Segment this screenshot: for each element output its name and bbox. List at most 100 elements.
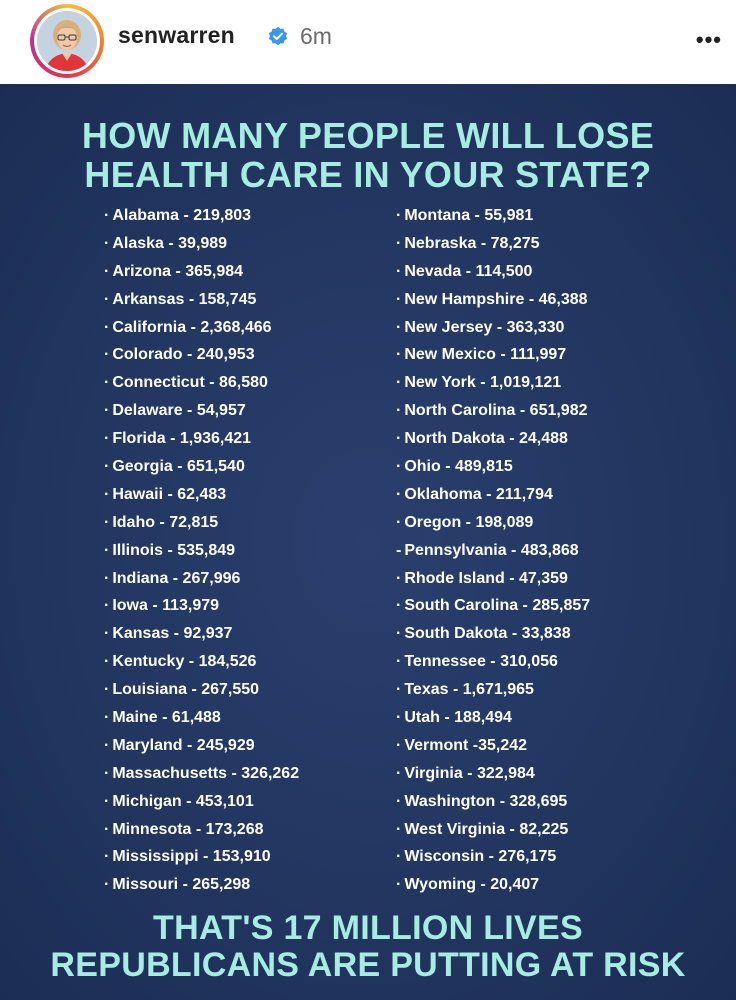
state-entry: · Washington - 328,695 [396, 788, 590, 816]
state-entry-text: Florida - 1,936,421 [112, 430, 252, 448]
state-entry: · Oregon - 198,089 [396, 509, 590, 537]
state-entry-text: Idaho - 72,815 [112, 513, 219, 531]
state-entry: · Virginia - 322,984 [396, 760, 590, 788]
bullet: · [396, 346, 402, 364]
bullet: · [396, 876, 402, 894]
verified-badge-icon [268, 26, 288, 46]
state-entry: · Georgia - 651,540 [104, 453, 299, 481]
bullet: - [396, 541, 402, 559]
state-entry-text: Iowa - 113,979 [112, 597, 220, 615]
state-entry: · Alabama - 219,803 [104, 202, 299, 230]
bullet: · [104, 262, 110, 280]
state-entry-text: Delaware - 54,957 [112, 402, 246, 420]
bullet: · [104, 318, 110, 336]
state-entry: · West Virginia - 82,225 [396, 816, 590, 844]
state-entry-text: New Mexico - 111,997 [404, 346, 567, 364]
bullet: · [104, 820, 110, 838]
state-entry-text: Nevada - 114,500 [404, 262, 533, 280]
state-entry: · Indiana - 267,996 [104, 565, 299, 593]
state-entry-text: Connecticut - 86,580 [112, 374, 268, 392]
bullet: · [396, 625, 402, 643]
state-entry: · Missouri - 265,298 [104, 871, 299, 899]
username[interactable]: senwarren [118, 22, 235, 48]
story-ring[interactable] [30, 4, 104, 78]
state-entry-text: Maryland - 245,929 [112, 736, 255, 754]
state-entry: · Maryland - 245,929 [104, 732, 299, 760]
state-entry: · Kentucky - 184,526 [104, 648, 299, 676]
state-entry: · Florida - 1,936,421 [104, 425, 299, 453]
bullet: · [104, 792, 110, 810]
state-entry: · New Mexico - 111,997 [396, 341, 590, 369]
state-entry: · Mississippi - 153,910 [104, 843, 299, 871]
bullet: · [396, 234, 402, 252]
state-entry: · Texas - 1,671,965 [396, 676, 590, 704]
footer-line-1: THAT'S 17 MILLION LIVES [153, 909, 583, 947]
state-entry: · Nevada - 114,500 [396, 258, 590, 286]
bullet: · [104, 458, 110, 476]
state-entry-text: Kentucky - 184,526 [112, 653, 257, 671]
state-entry-text: Oregon - 198,089 [404, 513, 534, 531]
state-entry-text: Ohio - 489,815 [404, 458, 513, 476]
bullet: · [396, 207, 402, 224]
state-entry-text: Georgia - 651,540 [112, 458, 245, 476]
state-entry-text: New Hampshire - 46,388 [404, 290, 588, 308]
state-entry-text: Virginia - 322,984 [404, 764, 535, 782]
state-entry-text: Kansas - 92,937 [112, 625, 233, 643]
state-entry: · North Carolina - 651,982 [396, 397, 590, 425]
post-header: senwarren 6m ••• [0, 0, 736, 84]
state-entry: · Massachusetts - 326,262 [104, 760, 299, 788]
bullet: · [396, 681, 402, 699]
bullet: · [104, 569, 110, 587]
avatar[interactable] [37, 11, 97, 71]
bullet: · [104, 290, 110, 308]
bullet: · [104, 709, 110, 727]
bullet: · [104, 207, 110, 224]
bullet: · [104, 430, 110, 448]
state-entry-text: Oklahoma - 211,794 [404, 485, 553, 503]
state-entry-text: New York - 1,019,121 [404, 374, 562, 392]
state-entry: · South Carolina - 285,857 [396, 592, 590, 620]
state-entry: · Hawaii - 62,483 [104, 481, 299, 509]
headline-line-2: HEALTH CARE IN YOUR STATE? [84, 154, 652, 195]
post-time: 6m [300, 23, 332, 49]
state-entry: · Kansas - 92,937 [104, 620, 299, 648]
state-entry-text: Alaska - 39,989 [112, 234, 228, 252]
bullet: · [396, 569, 402, 587]
headline-line-1: HOW MANY PEOPLE WILL LOSE [81, 115, 655, 156]
bullet: · [396, 458, 402, 476]
state-entry-text: North Carolina - 651,982 [404, 402, 588, 420]
state-entry: · Tennessee - 310,056 [396, 648, 590, 676]
state-entry: · Ohio - 489,815 [396, 453, 590, 481]
state-entry: · Wyoming - 20,407 [396, 871, 590, 899]
bullet: · [104, 876, 110, 894]
state-entry: · Alaska - 39,989 [104, 230, 299, 258]
state-entry-text: North Dakota - 24,488 [404, 430, 568, 448]
state-entry: · Arizona - 365,984 [104, 258, 299, 286]
bullet: · [396, 485, 402, 503]
state-entry-text: Washington - 328,695 [404, 792, 568, 810]
bullet: · [396, 848, 402, 866]
state-entry-text: Alabama - 219,803 [112, 207, 252, 224]
bullet: · [396, 597, 402, 615]
bullet: · [396, 653, 402, 671]
state-list-right: · Montana - 55,981 · Nebraska - 78,275 · Neva… [396, 202, 590, 899]
bullet: · [104, 513, 110, 531]
state-entry: · Rhode Island - 47,359 [396, 565, 590, 593]
state-entry-text: Colorado - 240,953 [112, 346, 255, 364]
state-entry: · Idaho - 72,815 [104, 509, 299, 537]
state-entry-text: Pennsylvania - 483,868 [404, 541, 579, 559]
state-entry: · Vermont -35,242 [396, 732, 590, 760]
footer-text: THAT'S 17 MILLION LIVES REPUBLICANS ARE … [0, 910, 736, 984]
state-entry: · New York - 1,019,121 [396, 369, 590, 397]
more-options-icon[interactable]: ••• [695, 27, 722, 52]
state-entry-text: Illinois - 535,849 [112, 541, 236, 559]
state-entry-text: West Virginia - 82,225 [404, 820, 569, 838]
state-entry: - Pennsylvania - 483,868 [396, 537, 590, 565]
state-entry-text: South Carolina - 285,857 [404, 597, 591, 615]
state-entry: · New Jersey - 363,330 [396, 314, 590, 342]
state-entry: · Nebraska - 78,275 [396, 230, 590, 258]
state-entry: · Louisiana - 267,550 [104, 676, 299, 704]
bullet: · [396, 764, 402, 782]
bullet: · [104, 764, 110, 782]
